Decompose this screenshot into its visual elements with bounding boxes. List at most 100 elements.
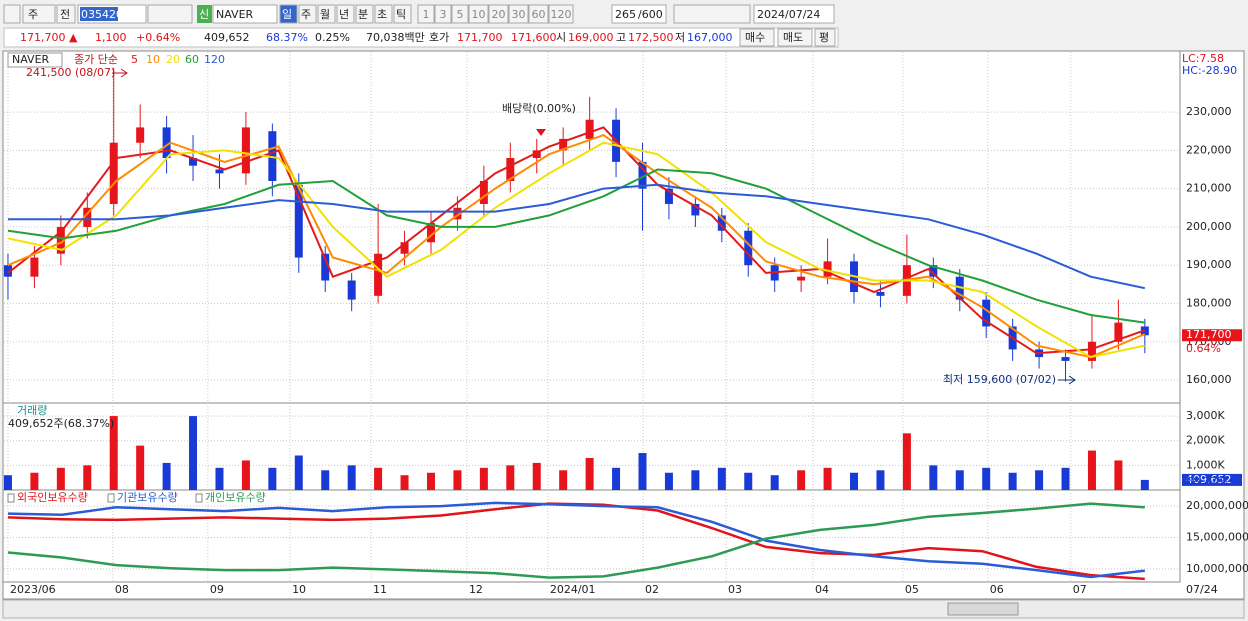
bid: 171,600 xyxy=(511,31,557,44)
high: 172,500 xyxy=(628,31,674,44)
badge-box xyxy=(197,5,212,23)
candle-body xyxy=(506,158,515,181)
period-tab[interactable] xyxy=(279,4,298,24)
turnover: 0.25% xyxy=(315,31,350,44)
legend-entry: 기관보유수량 xyxy=(117,491,178,504)
code: 035420 xyxy=(81,8,123,21)
volume-bar xyxy=(109,416,118,490)
y-tick-label: 190,000 xyxy=(1186,258,1232,271)
search-buttons[interactable] xyxy=(147,4,193,24)
price: 171,700 ▲ xyxy=(20,31,78,44)
candle-body xyxy=(294,184,303,258)
volume-bar xyxy=(479,467,488,490)
legend-entry: 120 xyxy=(204,53,225,66)
tool-buttons[interactable] xyxy=(673,4,751,24)
period-tab[interactable] xyxy=(355,4,374,24)
candle-body xyxy=(559,138,568,151)
candle-body xyxy=(109,142,118,204)
period-tab[interactable] xyxy=(298,4,317,24)
dividend-marker xyxy=(536,129,546,136)
period-tab-label: 일 xyxy=(282,7,292,21)
count-input[interactable] xyxy=(611,4,667,24)
volume-bar xyxy=(717,467,726,490)
candle-body xyxy=(215,169,224,174)
candle-body xyxy=(929,265,938,277)
volume-bar xyxy=(453,470,462,490)
change: 1,100 xyxy=(95,31,127,44)
scrollbar[interactable] xyxy=(2,599,1245,619)
series-line xyxy=(7,141,1146,359)
buy-button[interactable] xyxy=(739,28,775,47)
volume-bar xyxy=(347,465,356,490)
candle-body xyxy=(1061,357,1070,361)
high-arrow xyxy=(112,68,128,78)
interval-button[interactable] xyxy=(488,4,509,24)
toolbar: 주 전 035420 신 NAVER 일 주 월 년 분 초 틱 1 3 5 10 20 30 60 120… xyxy=(3,4,835,24)
candle-body xyxy=(30,257,39,277)
volume-bar xyxy=(241,460,250,490)
x-tick-label: 07 xyxy=(1073,583,1087,596)
volume-last-ratio: 68.37% xyxy=(1186,475,1228,488)
period-tab-label: 초 xyxy=(377,8,387,21)
volume-bar xyxy=(532,462,541,490)
volume-bar xyxy=(585,457,594,490)
candle-body xyxy=(189,158,198,166)
name-input[interactable] xyxy=(212,4,278,24)
low-label: 저 xyxy=(675,31,685,44)
interval-button[interactable] xyxy=(548,4,574,24)
period-tab[interactable] xyxy=(336,4,355,24)
series-line xyxy=(8,183,1146,290)
candle-body xyxy=(717,215,726,231)
legend-entry: 10 xyxy=(146,53,160,66)
interval-label: 120 xyxy=(551,8,572,21)
dividend-annotation: 배당락(0.00%) xyxy=(502,102,576,115)
volume-title: 거래량 xyxy=(17,404,47,417)
avg-button[interactable] xyxy=(814,28,836,47)
candle-body xyxy=(1114,322,1123,342)
last-price-label: 171,700 xyxy=(1186,328,1232,341)
sell-button[interactable] xyxy=(777,28,813,47)
quote-bg xyxy=(3,27,839,48)
y-tick-label: 20,000,000 xyxy=(1186,499,1248,512)
interval-button[interactable] xyxy=(508,4,529,24)
period-tab-label: 분 xyxy=(358,8,368,21)
volume-bar xyxy=(823,467,832,490)
interval-button[interactable] xyxy=(451,4,469,24)
title-box xyxy=(7,52,63,68)
candle-body xyxy=(3,265,12,277)
x-end-label: 07/24 xyxy=(1186,583,1218,596)
scroll-thumb[interactable] xyxy=(947,602,1019,616)
series-line xyxy=(7,501,1145,579)
period-tab[interactable] xyxy=(374,4,393,24)
y-tick-label: 200,000 xyxy=(1186,220,1232,233)
interval-button[interactable] xyxy=(417,4,435,24)
interval-button[interactable] xyxy=(434,4,452,24)
candle-body xyxy=(400,242,409,254)
market-select[interactable] xyxy=(22,4,56,24)
volume-bar xyxy=(559,470,568,490)
period-tab[interactable] xyxy=(317,4,336,24)
period-tab[interactable] xyxy=(393,4,412,24)
high-annotation: 241,500 (08/07) xyxy=(26,66,115,79)
last-price-box xyxy=(1182,329,1242,342)
sell: 매도 xyxy=(783,31,803,44)
candle-body xyxy=(374,253,383,296)
volume-bar xyxy=(770,475,779,490)
menu-button[interactable] xyxy=(3,4,21,24)
volume-bar xyxy=(744,472,753,490)
x-tick-label: 2023/06 xyxy=(10,583,56,596)
volume-bar xyxy=(3,475,12,490)
series-line xyxy=(7,502,1145,579)
candle-body xyxy=(453,207,462,220)
interval-button[interactable] xyxy=(468,4,489,24)
x-tick-label: 05 xyxy=(905,583,919,596)
count: 265 xyxy=(615,8,636,21)
date-input[interactable] xyxy=(753,4,835,24)
candle-body xyxy=(426,223,435,243)
x-tick-label: 02 xyxy=(645,583,659,596)
buy: 매수 xyxy=(745,31,765,44)
interval-label: 10 xyxy=(472,8,486,21)
kind-button[interactable] xyxy=(56,4,76,24)
interval-button[interactable] xyxy=(528,4,549,24)
